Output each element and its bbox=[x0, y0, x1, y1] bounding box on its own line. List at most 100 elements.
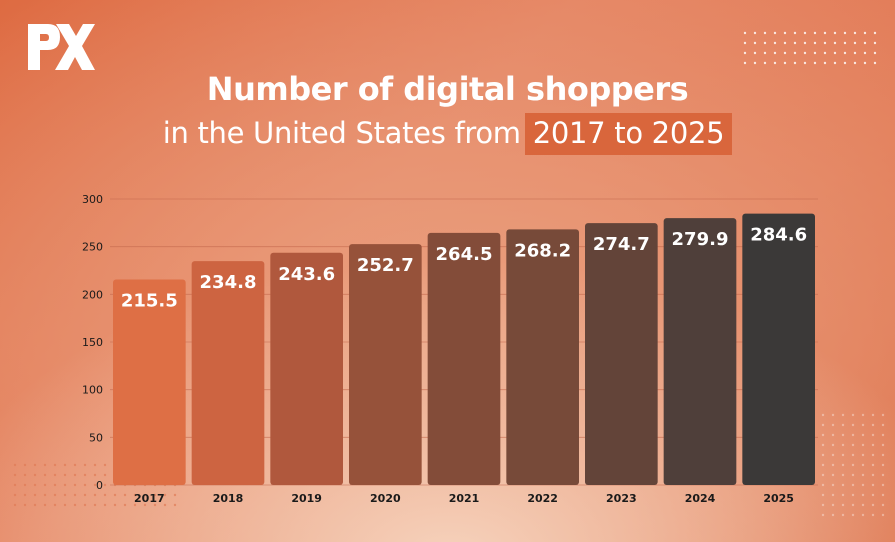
decorative-dot bbox=[783, 51, 787, 55]
decorative-dot bbox=[851, 463, 855, 467]
decorative-dot bbox=[813, 51, 817, 55]
decorative-dot bbox=[831, 433, 835, 437]
decorative-dot bbox=[803, 61, 807, 65]
decorative-dot bbox=[743, 51, 747, 55]
decorative-dot bbox=[881, 493, 885, 497]
decorative-dot bbox=[833, 51, 837, 55]
x-tick-label-2020: 2020 bbox=[370, 492, 401, 505]
x-tick-label-2022: 2022 bbox=[527, 492, 558, 505]
value-label-2025: 284.6 bbox=[750, 225, 807, 246]
bar-2018 bbox=[191, 261, 265, 485]
decorative-dot bbox=[821, 473, 825, 477]
decorative-dot bbox=[803, 41, 807, 45]
decorative-dot bbox=[871, 453, 875, 457]
decorative-dot bbox=[871, 493, 875, 497]
decorative-dot bbox=[823, 51, 827, 55]
decorative-dot bbox=[93, 473, 97, 477]
decorative-dot bbox=[841, 493, 845, 497]
decorative-dot bbox=[821, 493, 825, 497]
value-label-2019: 243.6 bbox=[278, 264, 335, 285]
decorative-dot bbox=[73, 473, 77, 477]
decorative-dot bbox=[813, 41, 817, 45]
x-tick-label-2019: 2019 bbox=[291, 492, 322, 505]
decorative-dot bbox=[23, 493, 27, 497]
decorative-dot bbox=[881, 463, 885, 467]
y-tick-label: 50 bbox=[89, 431, 103, 444]
value-label-2020: 252.7 bbox=[357, 255, 414, 276]
decorative-dot bbox=[821, 433, 825, 437]
value-label-2023: 274.7 bbox=[593, 234, 650, 255]
value-label-2017: 215.5 bbox=[121, 291, 178, 312]
chart-title-line-2: in the United States from 2017 to 2025 bbox=[0, 113, 895, 155]
decorative-dot bbox=[23, 483, 27, 487]
decorative-dot bbox=[873, 31, 877, 35]
decorative-dot bbox=[843, 51, 847, 55]
bar-2019 bbox=[270, 252, 343, 485]
decorative-dot bbox=[163, 493, 167, 497]
value-label-2021: 264.5 bbox=[436, 244, 493, 265]
decorative-dot bbox=[881, 433, 885, 437]
decorative-dot bbox=[13, 473, 17, 477]
decorative-dot bbox=[763, 31, 767, 35]
decorative-dot bbox=[763, 41, 767, 45]
decorative-dot bbox=[773, 41, 777, 45]
decorative-dot bbox=[13, 503, 17, 507]
decorative-dot bbox=[853, 31, 857, 35]
decorative-dot bbox=[881, 423, 885, 427]
decorative-dot bbox=[43, 463, 47, 467]
decorative-dot bbox=[841, 423, 845, 427]
decorative-dot bbox=[843, 31, 847, 35]
decorative-dot bbox=[821, 443, 825, 447]
decorative-dot bbox=[873, 51, 877, 55]
decorative-dots-bottom-right bbox=[821, 413, 885, 517]
decorative-dot bbox=[861, 513, 865, 517]
decorative-dot bbox=[863, 41, 867, 45]
decorative-dot bbox=[841, 433, 845, 437]
decorative-dot bbox=[763, 51, 767, 55]
decorative-dot bbox=[63, 493, 67, 497]
decorative-dot bbox=[43, 473, 47, 477]
decorative-dot bbox=[743, 61, 747, 65]
decorative-dot bbox=[123, 503, 127, 507]
y-tick-label: 100 bbox=[82, 384, 103, 397]
decorative-dot bbox=[743, 41, 747, 45]
decorative-dot bbox=[103, 503, 107, 507]
decorative-dot bbox=[871, 513, 875, 517]
decorative-dot bbox=[851, 493, 855, 497]
decorative-dot bbox=[113, 503, 117, 507]
y-tick-label: 300 bbox=[82, 193, 103, 206]
decorative-dot bbox=[871, 483, 875, 487]
decorative-dot bbox=[763, 61, 767, 65]
decorative-dot bbox=[23, 463, 27, 467]
x-tick-label-2025: 2025 bbox=[763, 492, 794, 505]
decorative-dot bbox=[861, 493, 865, 497]
decorative-dots-top-right bbox=[743, 31, 877, 65]
decorative-dot bbox=[881, 473, 885, 477]
decorative-dot bbox=[853, 41, 857, 45]
decorative-dot bbox=[861, 433, 865, 437]
decorative-dot bbox=[821, 453, 825, 457]
decorative-dot bbox=[831, 443, 835, 447]
decorative-dot bbox=[841, 443, 845, 447]
decorative-dot bbox=[833, 61, 837, 65]
decorative-dot bbox=[803, 31, 807, 35]
decorative-dot bbox=[173, 493, 177, 497]
decorative-dot bbox=[33, 463, 37, 467]
chart-title-prefix: in the United States from bbox=[162, 116, 521, 150]
decorative-dot bbox=[773, 51, 777, 55]
decorative-dot bbox=[813, 61, 817, 65]
decorative-dot bbox=[851, 483, 855, 487]
decorative-dot bbox=[841, 473, 845, 477]
decorative-dot bbox=[753, 41, 757, 45]
decorative-dot bbox=[861, 413, 865, 417]
value-labels: 215.5 234.8 243.6 252.7 264.5 268.2 274.7 279.9… bbox=[121, 225, 807, 312]
decorative-dot bbox=[93, 493, 97, 497]
decorative-dot bbox=[33, 503, 37, 507]
decorative-dot bbox=[33, 483, 37, 487]
decorative-dot bbox=[831, 473, 835, 477]
decorative-dot bbox=[783, 31, 787, 35]
decorative-dot bbox=[881, 503, 885, 507]
decorative-dot bbox=[831, 423, 835, 427]
decorative-dot bbox=[823, 41, 827, 45]
decorative-dot bbox=[831, 513, 835, 517]
